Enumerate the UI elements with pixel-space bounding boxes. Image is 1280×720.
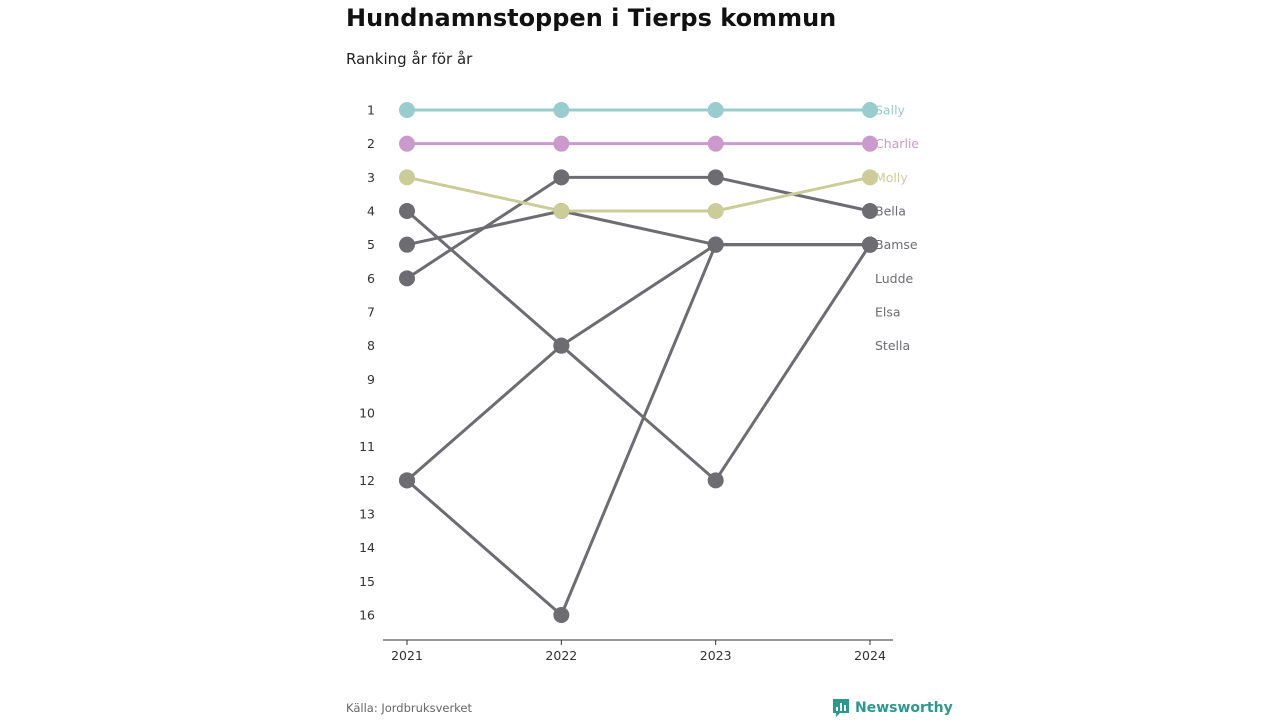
data-point-elsa xyxy=(553,337,570,354)
data-point-stella xyxy=(553,607,570,623)
x-tick-label: 2024 xyxy=(854,648,886,663)
data-point-molly xyxy=(707,203,724,219)
brand-name: Newsworthy xyxy=(855,700,953,716)
series-line-molly xyxy=(405,175,872,213)
data-point-sally xyxy=(553,102,570,118)
series-lines-highlighted xyxy=(405,108,872,213)
data-point-charlie xyxy=(862,135,878,152)
series-line-ludde xyxy=(405,209,872,482)
x-tick-label: 2023 xyxy=(700,648,732,663)
series-lines-default xyxy=(405,175,872,617)
y-tick-label: 16 xyxy=(359,608,375,623)
data-point-bella xyxy=(553,169,570,186)
source-note: Källa: Jordbruksverket xyxy=(346,701,473,715)
series-line-bamse xyxy=(405,209,872,247)
end-label-charlie: Charlie xyxy=(875,136,919,151)
y-tick-label: 4 xyxy=(367,204,375,219)
y-tick-label: 3 xyxy=(367,170,375,185)
y-tick-label: 15 xyxy=(359,574,375,589)
end-label-stella: Stella xyxy=(875,338,910,353)
data-point-charlie xyxy=(399,135,415,152)
y-tick-label: 11 xyxy=(359,439,375,454)
x-tick-label: 2022 xyxy=(545,648,577,663)
data-point-ludde xyxy=(707,472,724,489)
newsworthy-logo-icon xyxy=(833,699,849,717)
data-point-charlie xyxy=(553,135,570,152)
data-point-bella xyxy=(862,203,878,219)
y-tick-label: 9 xyxy=(367,372,375,387)
y-tick-label: 10 xyxy=(359,406,375,421)
x-tick-label: 2021 xyxy=(391,648,423,663)
y-tick-label: 12 xyxy=(359,473,375,488)
data-point-molly xyxy=(553,203,570,219)
data-point-bamse xyxy=(399,236,415,253)
data-point-sally xyxy=(399,102,415,118)
y-tick-label: 14 xyxy=(359,540,375,555)
brand-logo: Newsworthy xyxy=(832,698,953,718)
data-point-charlie xyxy=(707,135,724,152)
data-point-bella xyxy=(707,169,724,186)
end-label-molly: Molly xyxy=(875,170,908,185)
data-point-ludde xyxy=(399,203,415,219)
end-label-sally: Sally xyxy=(875,103,906,118)
y-tick-label: 8 xyxy=(367,338,375,353)
chart-title: Hundnamnstoppen i Tierps kommun xyxy=(346,4,837,32)
end-label-bella: Bella xyxy=(875,204,906,219)
data-point-bella xyxy=(399,270,415,287)
x-axis: 2021 2022 2023 2024 xyxy=(383,639,893,663)
data-point-molly xyxy=(399,169,415,186)
y-tick-label: 2 xyxy=(367,136,375,151)
data-point-sally xyxy=(862,102,878,118)
data-point-stella xyxy=(862,236,878,253)
end-label-ludde: Ludde xyxy=(875,271,914,286)
series-line-elsa xyxy=(405,243,872,482)
end-labels: Sally Charlie Molly Bella Bamse Ludde Elsa Stel… xyxy=(875,103,919,354)
y-tick-label: 1 xyxy=(367,103,375,118)
data-point-molly xyxy=(862,169,878,186)
y-tick-label: 7 xyxy=(367,305,375,320)
end-label-elsa: Elsa xyxy=(875,305,901,320)
series-line-stella xyxy=(405,243,872,617)
data-point-stella xyxy=(399,472,415,489)
y-tick-label: 6 xyxy=(367,271,375,286)
end-label-bamse: Bamse xyxy=(875,237,918,252)
y-tick-label: 5 xyxy=(367,237,375,252)
y-tick-label: 13 xyxy=(359,507,375,522)
chart-subtitle: Ranking år för år xyxy=(346,50,473,68)
data-point-stella xyxy=(707,236,724,253)
data-point-sally xyxy=(707,102,724,118)
series-points xyxy=(399,102,878,623)
